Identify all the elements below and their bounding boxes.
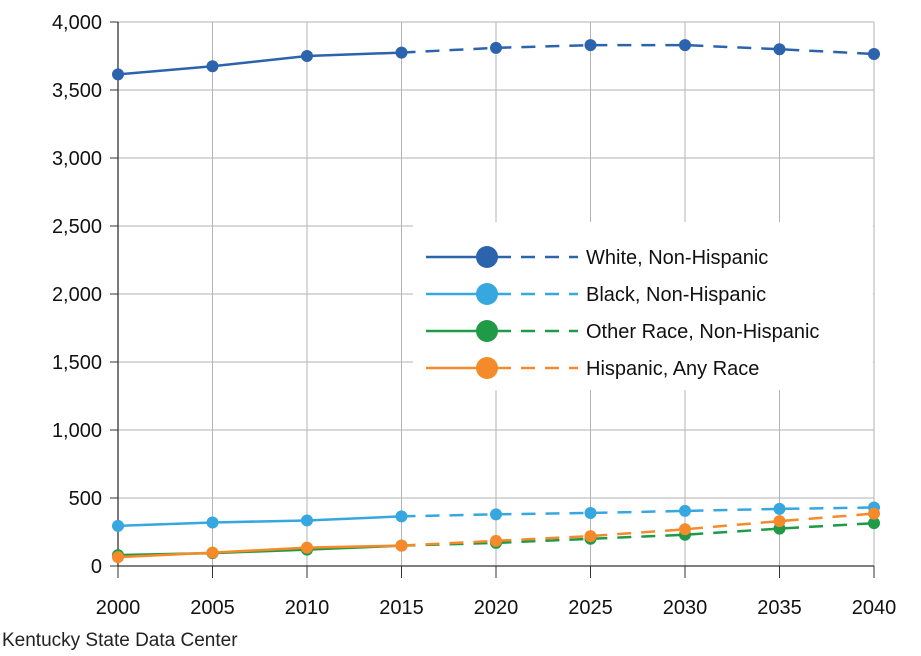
series-line-actual [117, 544, 402, 559]
y-tick-label: 0 [91, 556, 102, 578]
legend-label: White, Non-Hispanic [586, 247, 768, 269]
line-chart: 05001,0001,5002,0002,5003,0003,5004,000 … [52, 12, 897, 619]
series-line-actual [117, 515, 402, 528]
data-point [301, 514, 313, 527]
legend-marker [476, 283, 498, 305]
x-tick-label: 2005 [190, 597, 235, 619]
series-line-actual [117, 51, 402, 76]
data-point [395, 46, 408, 59]
data-point [868, 507, 880, 520]
legend-label: Black, Non-Hispanic [586, 284, 766, 306]
y-tick-label: 500 [69, 488, 102, 510]
source-caption: Kentucky State Data Center [2, 630, 238, 651]
data-point [868, 517, 880, 530]
x-tick-label: 2020 [474, 597, 519, 619]
legend: White, Non-Hispanic Black, Non-Hispanic Ot… [413, 222, 873, 390]
series-line-projected [401, 506, 875, 518]
x-axis: 2000 2005 2010 2015 2020 2025 2030 2035 2040 [96, 597, 897, 619]
data-point [584, 506, 597, 519]
data-point [395, 510, 408, 523]
y-tick-label: 3,000 [52, 148, 102, 170]
x-tick-label: 2015 [379, 597, 424, 619]
data-point [206, 60, 219, 73]
legend-marker [476, 357, 498, 379]
legend-marker [476, 320, 498, 342]
data-point [112, 68, 124, 81]
y-tick-label: 3,500 [52, 80, 102, 102]
data-point [206, 516, 219, 529]
data-point [490, 508, 502, 521]
y-tick-label: 4,000 [52, 12, 102, 34]
x-tick-label: 2010 [285, 597, 330, 619]
data-point [206, 546, 219, 559]
x-tick-label: 2040 [852, 597, 897, 619]
x-tick-label: 2025 [568, 597, 613, 619]
data-point [584, 530, 597, 543]
y-tick-label: 1,500 [52, 352, 102, 374]
x-tick-label: 2030 [663, 597, 708, 619]
data-point [301, 50, 313, 62]
data-point [868, 47, 880, 60]
x-tick-label: 2000 [96, 597, 141, 619]
legend-label: Hispanic, Any Race [586, 358, 759, 380]
data-point [679, 523, 691, 536]
x-tick-label: 2035 [757, 597, 802, 619]
data-point [490, 41, 502, 54]
data-point [490, 534, 502, 547]
data-point [679, 39, 691, 52]
data-point [112, 551, 124, 564]
series-line-projected [401, 43, 875, 56]
data-point [112, 519, 124, 532]
data-point [679, 504, 691, 517]
y-tick-label: 2,000 [52, 284, 102, 306]
legend-marker [476, 246, 498, 268]
legend-label: Other Race, Non-Hispanic [586, 321, 819, 343]
series-line-projected [401, 512, 875, 547]
data-point [395, 539, 408, 552]
y-tick-label: 1,000 [52, 420, 102, 442]
y-tick-label: 2,500 [52, 216, 102, 238]
data-point [773, 515, 786, 528]
data-point [773, 43, 786, 56]
data-point [773, 502, 786, 515]
chart-series [112, 39, 880, 564]
data-point [584, 39, 597, 52]
data-point [301, 541, 313, 554]
y-axis: 0 500 1,000 1,500 2,000 2,500 3,000 3,500 4,000 [52, 12, 102, 578]
series-line-projected [401, 521, 875, 547]
